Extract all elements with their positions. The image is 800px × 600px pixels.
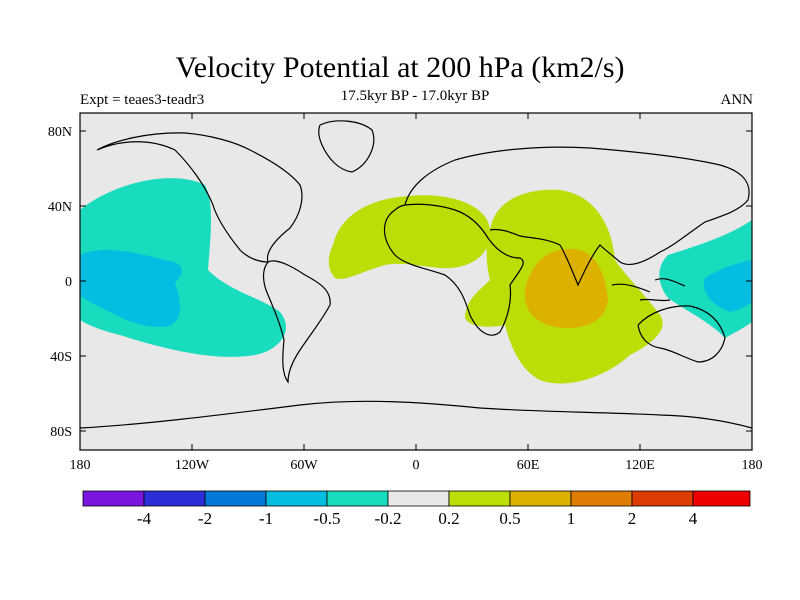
colorbar-box [204, 490, 267, 507]
east-pacific-core-region [80, 250, 182, 328]
x-tick-label: 120W [175, 458, 210, 473]
southeast-asia-islands [611, 278, 686, 302]
contour-fills [80, 178, 752, 384]
y-tick-labels: 80N 40N 0 40S 80S [48, 125, 72, 440]
x-tick-marks [79, 113, 753, 450]
greenland-coast [318, 120, 375, 173]
y-tick-label: 80S [50, 425, 72, 440]
map-subtitle: 17.5kyr BP - 17.0kyr BP [340, 88, 490, 104]
colorbar-label: -1 [259, 509, 273, 528]
x-tick-label: 120E [625, 458, 655, 473]
colorbar-label: 0.2 [438, 509, 459, 528]
colorbar-box [448, 490, 511, 507]
colorbar-box [509, 490, 572, 507]
colorbar-box [631, 490, 694, 507]
indian-ocean-core-region [524, 248, 608, 328]
colorbar-label: -2 [198, 509, 212, 528]
colorbar [82, 490, 751, 507]
colorbar-box [326, 490, 389, 507]
x-tick-label: 0 [413, 458, 420, 473]
colorbar-label: -0.2 [375, 509, 402, 528]
x-tick-label: 180 [742, 458, 763, 473]
australia-coast [637, 305, 726, 363]
west-pacific-core-region [703, 260, 752, 312]
europe-africa-coast [383, 203, 524, 336]
colorbar-box [265, 490, 328, 507]
colorbar-box [387, 490, 450, 507]
x-tick-label: 180 [70, 458, 91, 473]
antarctica-coast [80, 400, 752, 429]
colorbar-label: -0.5 [314, 509, 341, 528]
colorbar-label: 2 [628, 509, 637, 528]
colorbar-labels: -4 -2 -1 -0.5 -0.2 0.2 0.5 1 2 4 [137, 509, 698, 528]
colorbar-box [143, 490, 206, 507]
atlantic-africa-positive-region [328, 195, 491, 279]
y-tick-label: 40S [50, 350, 72, 365]
colorbar-box [570, 490, 633, 507]
x-tick-label: 60W [290, 458, 318, 473]
colorbar-label: 0.5 [499, 509, 520, 528]
colorbar-box [692, 490, 751, 507]
experiment-label: Expt = teaes3-teadr3 [80, 92, 205, 108]
north-america-coast [96, 132, 303, 263]
eurasia-coast [404, 146, 750, 287]
coastlines [80, 120, 752, 429]
colorbar-label: -4 [137, 509, 152, 528]
y-tick-marks [80, 130, 752, 432]
y-tick-label: 40N [48, 200, 72, 215]
x-tick-label: 60E [517, 458, 540, 473]
x-tick-labels: 180 120W 60W 0 60E 120E 180 [70, 458, 763, 473]
colorbar-label: 4 [689, 509, 698, 528]
y-tick-label: 0 [65, 275, 72, 290]
map-title: Velocity Potential at 200 hPa (km2/s) [175, 51, 625, 84]
season-label: ANN [720, 92, 754, 108]
y-tick-label: 80N [48, 125, 72, 140]
south-america-coast [262, 260, 331, 384]
colorbar-box [82, 490, 145, 507]
colorbar-label: 1 [567, 509, 576, 528]
